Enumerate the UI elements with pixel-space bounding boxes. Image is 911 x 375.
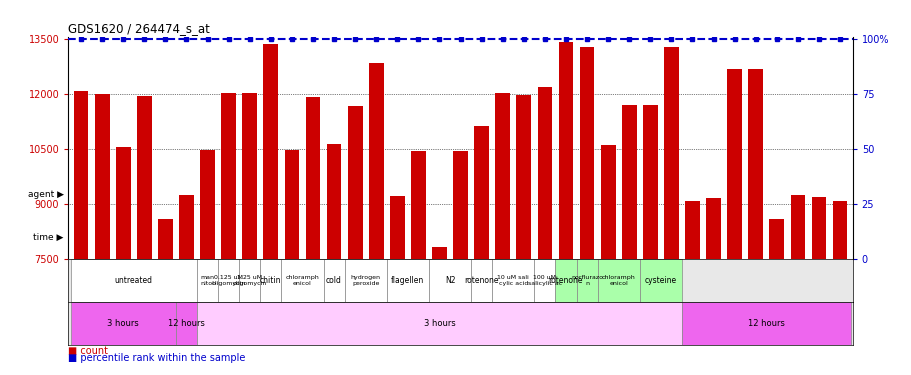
Text: hydrogen
peroxide: hydrogen peroxide (351, 275, 380, 286)
Bar (347, 106, 362, 375)
Text: rotenone: rotenone (548, 276, 583, 285)
Bar (640, 259, 681, 302)
Text: agent ▶: agent ▶ (28, 190, 64, 199)
Bar (537, 87, 552, 375)
Text: untreated: untreated (115, 276, 152, 285)
Bar (344, 259, 386, 302)
Bar (495, 93, 509, 375)
Bar (95, 94, 109, 375)
Bar (621, 105, 636, 375)
Bar (179, 195, 194, 375)
Bar (576, 259, 597, 302)
Bar (260, 259, 281, 302)
Text: cysteine: cysteine (644, 276, 676, 285)
Text: rotenone: rotenone (464, 276, 498, 285)
Bar (705, 198, 721, 375)
Text: norflurazo
n: norflurazo n (570, 275, 602, 286)
Text: chloramph
enicol: chloramph enicol (285, 275, 319, 286)
Bar (516, 95, 530, 375)
Bar (428, 259, 471, 302)
Text: 3 hours: 3 hours (107, 319, 139, 328)
Text: 0.125 uM
oligomycin: 0.125 uM oligomycin (211, 275, 246, 286)
Bar (70, 302, 176, 345)
Text: cold: cold (326, 276, 342, 285)
Bar (70, 259, 197, 302)
Bar (218, 259, 239, 302)
Bar (221, 93, 236, 375)
Bar (74, 90, 88, 375)
Bar (368, 63, 384, 375)
Bar (239, 259, 260, 302)
Bar (492, 259, 534, 302)
Bar (158, 219, 172, 375)
Text: time ▶: time ▶ (34, 232, 64, 242)
Text: chloramph
enicol: chloramph enicol (601, 275, 635, 286)
Bar (681, 302, 850, 345)
Text: 1.25 uM
oligomycin: 1.25 uM oligomycin (232, 275, 267, 286)
Bar (200, 150, 215, 375)
Bar (555, 259, 576, 302)
Bar (790, 195, 804, 375)
Bar (284, 150, 299, 375)
Text: N2: N2 (445, 276, 455, 285)
Bar (471, 259, 492, 302)
Bar (432, 247, 446, 375)
Bar (116, 147, 130, 375)
Bar (176, 302, 197, 345)
Bar (386, 259, 428, 302)
Bar (137, 96, 151, 375)
Bar (242, 93, 257, 375)
Bar (305, 97, 320, 375)
Bar (534, 259, 555, 302)
Bar (197, 302, 681, 345)
Text: flagellen: flagellen (391, 276, 424, 285)
Bar (726, 69, 742, 375)
Bar (663, 47, 678, 375)
Bar (411, 151, 425, 375)
Bar (579, 47, 594, 375)
Text: 10 uM sali
cylic acid: 10 uM sali cylic acid (496, 275, 528, 286)
Text: ■ percentile rank within the sample: ■ percentile rank within the sample (68, 353, 245, 363)
Bar (474, 126, 488, 375)
Bar (597, 259, 640, 302)
Text: ■ count: ■ count (68, 346, 108, 355)
Bar (558, 42, 573, 375)
Text: chitin: chitin (260, 276, 281, 285)
Bar (263, 44, 278, 375)
Text: 12 hours: 12 hours (168, 319, 205, 328)
Bar (642, 105, 657, 375)
Bar (390, 196, 404, 375)
Bar (281, 259, 323, 302)
Bar (748, 69, 763, 375)
Text: 3 hours: 3 hours (423, 319, 455, 328)
Bar (684, 201, 699, 375)
Bar (323, 259, 344, 302)
Text: man
nitol: man nitol (200, 275, 214, 286)
Bar (832, 201, 846, 375)
Bar (197, 259, 218, 302)
Bar (811, 196, 825, 375)
Bar (326, 144, 341, 375)
Bar (600, 145, 615, 375)
Text: 100 uM
salicylic ac: 100 uM salicylic ac (527, 275, 561, 286)
Bar (453, 151, 467, 375)
Text: 12 hours: 12 hours (747, 319, 783, 328)
Text: GDS1620 / 264474_s_at: GDS1620 / 264474_s_at (68, 22, 210, 35)
Bar (769, 219, 783, 375)
